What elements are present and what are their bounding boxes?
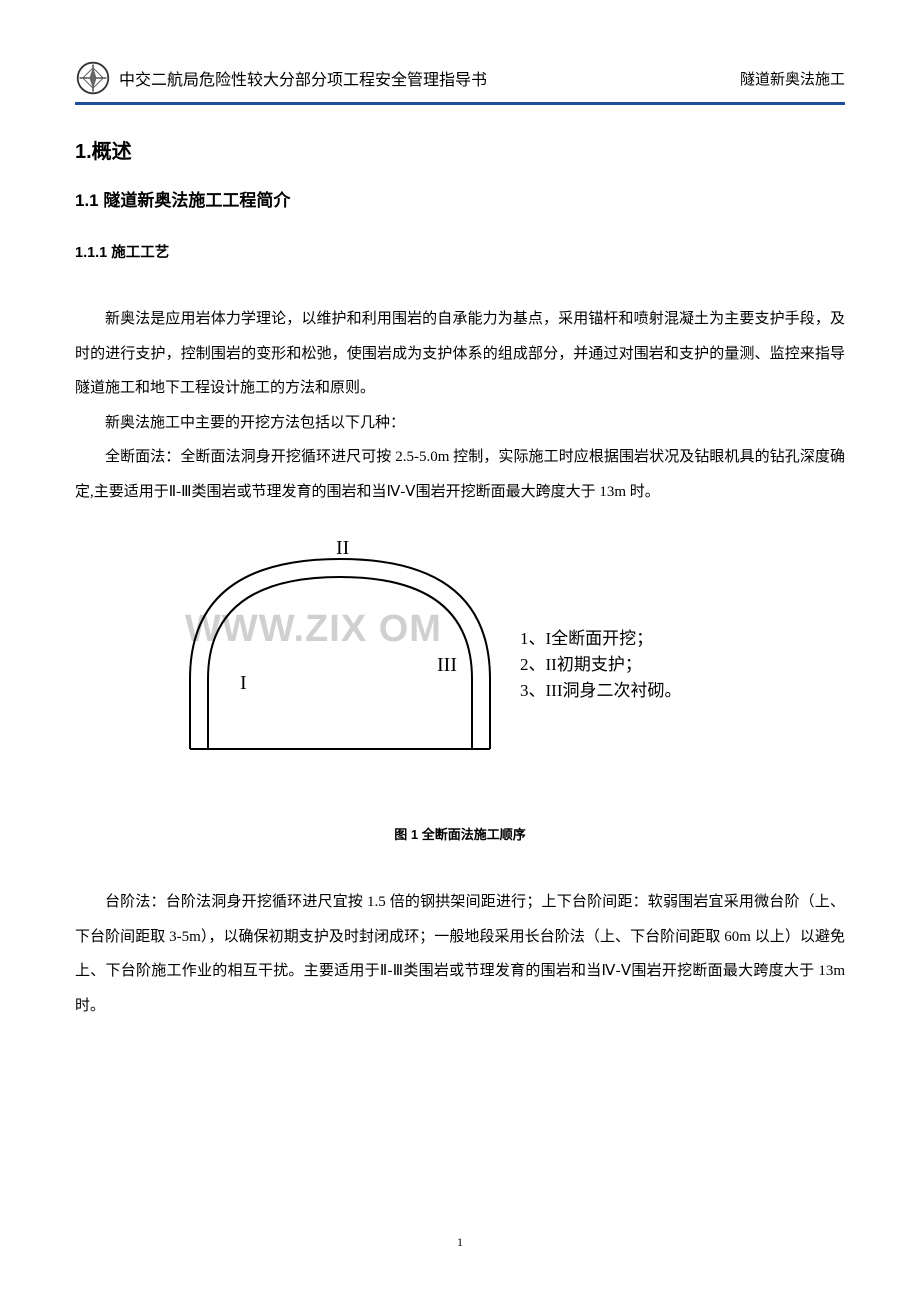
paragraph-full-section: 全断面法：全断面法洞身开挖循环进尺可按 2.5-5.0m 控制，实际施工时应根据… [75, 440, 845, 509]
heading-1: 1.概述 [75, 135, 845, 164]
header-doc-type: 隧道新奥法施工 [740, 68, 845, 89]
svg-text:2、II初期支护；: 2、II初期支护； [520, 655, 642, 674]
svg-text:1、I全断面开挖；: 1、I全断面开挖； [520, 629, 653, 648]
page-number: 1 [0, 1235, 920, 1250]
figure-1-container: IIIIII1、I全断面开挖；2、II初期支护；3、III洞身二次衬砌。 [75, 529, 845, 794]
paragraph-methods: 新奥法施工中主要的开挖方法包括以下几种： [75, 406, 845, 441]
svg-text:III: III [437, 654, 457, 676]
figure-1-tunnel-diagram: IIIIII1、I全断面开挖；2、II初期支护；3、III洞身二次衬砌。 [140, 529, 780, 789]
svg-text:I: I [240, 672, 247, 694]
figure-1-caption: 图 1 全断面法施工顺序 [75, 824, 845, 843]
company-logo-icon [75, 60, 111, 96]
paragraph-intro: 新奥法是应用岩体力学理论，以维护和利用围岩的自承能力为基点，采用锚杆和喷射混凝土… [75, 302, 845, 406]
svg-text:II: II [336, 537, 349, 559]
page-header: 中交二航局危险性较大分部分项工程安全管理指导书 隧道新奥法施工 [75, 60, 845, 105]
header-title: 中交二航局危险性较大分部分项工程安全管理指导书 [119, 66, 487, 90]
svg-text:3、III洞身二次衬砌。: 3、III洞身二次衬砌。 [520, 681, 681, 700]
heading-1-1: 1.1 隧道新奥法施工工程简介 [75, 186, 845, 211]
paragraph-bench: 台阶法：台阶法洞身开挖循环进尺宜按 1.5 倍的钢拱架间距进行；上下台阶间距：软… [75, 885, 845, 1023]
header-left: 中交二航局危险性较大分部分项工程安全管理指导书 [75, 60, 487, 96]
heading-1-1-1: 1.1.1 施工工艺 [75, 241, 845, 262]
